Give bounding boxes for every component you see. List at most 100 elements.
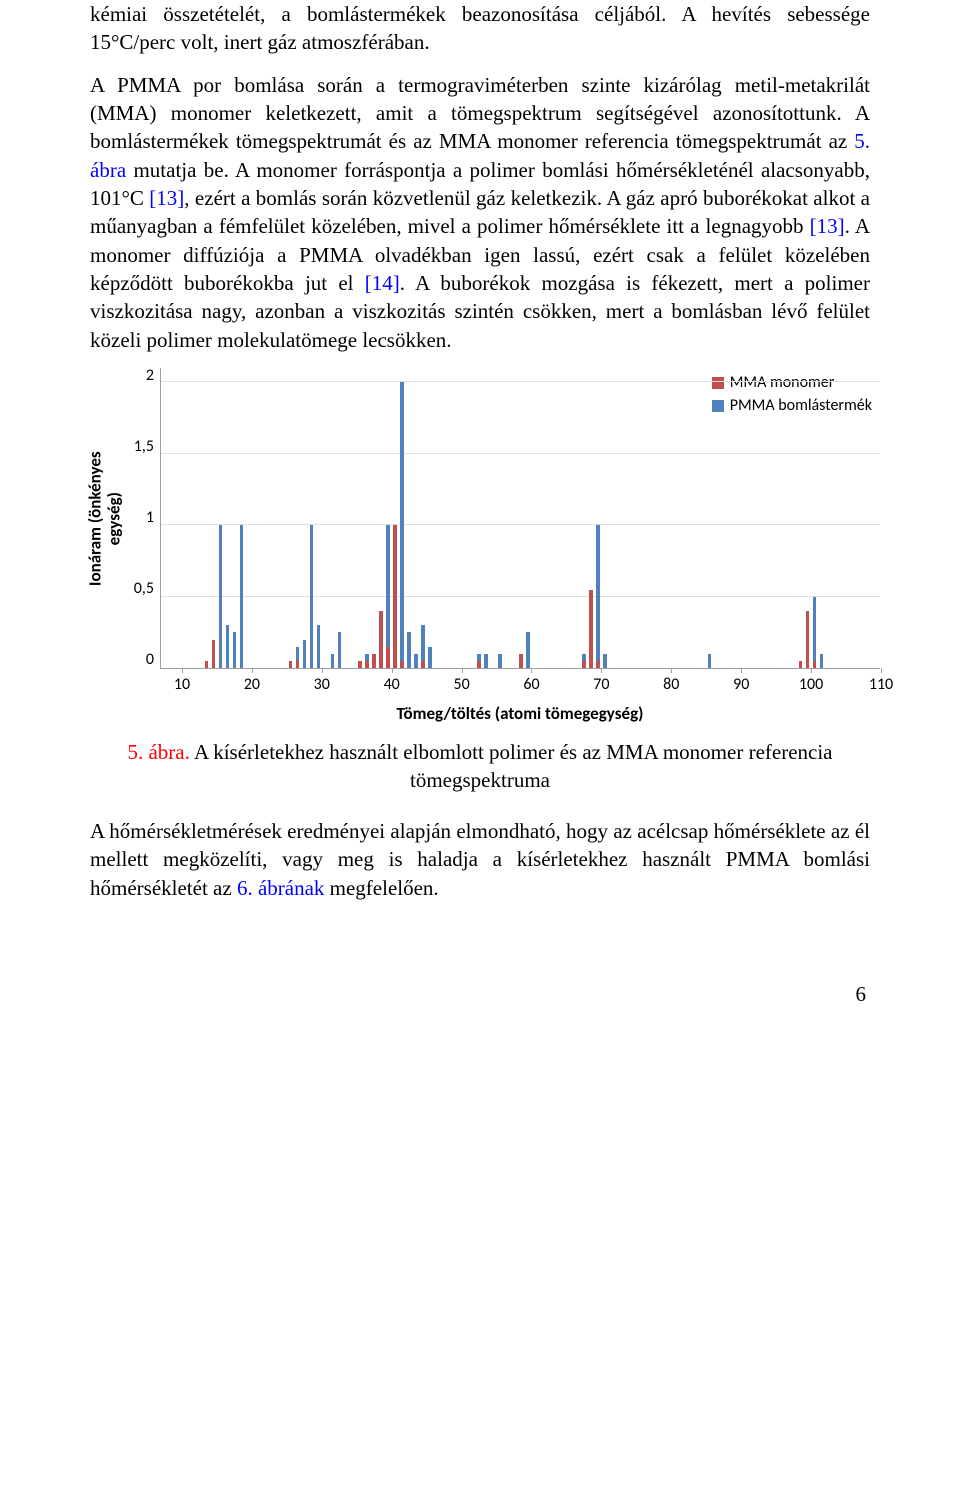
y-tick-labels: 2 1,5 1 0,5 0 — [120, 368, 160, 668]
legend-item: PMMA bomlástermék — [712, 395, 872, 417]
x-tick-label: 80 — [663, 675, 679, 694]
bar — [296, 661, 300, 668]
chart-body-row: Ionáram (önkényes egység) 2 1,5 1 0,5 0 MMA … — [90, 368, 880, 669]
bar — [421, 661, 425, 668]
bar — [219, 525, 223, 668]
figure-5-label: 5. ábra. — [127, 740, 189, 764]
bar — [289, 661, 293, 668]
figure-5-caption: 5. ábra. A kísérletekhez használt elboml… — [90, 738, 870, 795]
bar — [317, 625, 321, 668]
x-axis-label: Tömeg/töltés (atomi tömegegység) — [90, 703, 880, 724]
y-axis-label-line1: Ionáram (önkényes — [84, 451, 105, 586]
x-tick — [741, 668, 742, 673]
bar — [589, 590, 593, 669]
bar — [393, 525, 397, 668]
p3-part1: A hőmérsékletmérések eredményei alapján … — [90, 819, 870, 900]
legend: MMA monomerPMMA bomlástermék — [712, 372, 872, 417]
bar — [365, 661, 369, 668]
bar — [233, 632, 237, 668]
page-number: 6 — [90, 982, 870, 1007]
figure-5-caption-text: A kísérletekhez használt elbomlott polim… — [190, 740, 833, 792]
legend-swatch — [712, 377, 724, 389]
y-tick-label: 0,5 — [134, 581, 154, 597]
bar — [400, 661, 404, 668]
x-tick-label: 110 — [869, 675, 893, 694]
x-tick-label: 30 — [314, 675, 330, 694]
plot-area: MMA monomerPMMA bomlástermék 10203040506… — [160, 368, 880, 669]
x-tick — [811, 668, 812, 673]
p2-part1: A PMMA por bomlása során a termogravimét… — [90, 73, 870, 154]
citation-14: [14] — [365, 271, 400, 295]
bar — [596, 661, 600, 668]
bar — [799, 661, 803, 668]
bar — [519, 654, 523, 668]
p3-part2: megfelelően. — [324, 876, 438, 900]
y-tick-label: 1 — [146, 510, 154, 526]
x-tick — [671, 668, 672, 673]
x-tick-label: 40 — [384, 675, 400, 694]
gridline — [161, 381, 880, 382]
citation-13-b: [13] — [810, 214, 845, 238]
bar — [477, 661, 481, 668]
bar — [428, 647, 432, 668]
bar — [386, 647, 390, 668]
x-tick — [392, 668, 393, 673]
x-tick-label: 90 — [733, 675, 749, 694]
gridline — [161, 453, 880, 454]
x-tick — [881, 668, 882, 673]
x-tick — [601, 668, 602, 673]
bar — [484, 654, 488, 668]
x-tick — [322, 668, 323, 673]
x-tick-label: 70 — [593, 675, 609, 694]
bar — [498, 654, 502, 668]
x-tick-label: 100 — [799, 675, 823, 694]
bar — [205, 661, 209, 668]
bar — [414, 654, 418, 668]
bar — [338, 632, 342, 668]
bar — [526, 632, 530, 668]
bar — [603, 654, 607, 668]
bar — [407, 632, 411, 668]
gridline — [161, 596, 880, 597]
x-tick — [182, 668, 183, 673]
bar — [303, 640, 307, 669]
bar — [400, 382, 404, 668]
bar — [331, 654, 335, 668]
bar — [379, 611, 383, 668]
bar — [226, 625, 230, 668]
bar — [582, 661, 586, 668]
bar — [310, 525, 314, 668]
x-tick — [462, 668, 463, 673]
bar — [240, 525, 244, 668]
legend-item: MMA monomer — [712, 372, 872, 394]
bar — [708, 654, 712, 668]
y-tick-label: 2 — [146, 368, 154, 384]
bar — [372, 654, 376, 668]
legend-label: PMMA bomlástermék — [730, 395, 872, 417]
x-tick-label: 20 — [244, 675, 260, 694]
bar — [813, 661, 817, 668]
paragraph-3: A hőmérsékletmérések eredményei alapján … — [90, 817, 870, 902]
legend-label: MMA monomer — [730, 372, 835, 394]
paragraph-1-text: kémiai összetételét, a bomlástermékek be… — [90, 2, 870, 54]
bar — [596, 525, 600, 668]
bar — [806, 611, 810, 668]
gridline — [161, 524, 880, 525]
x-tick-label: 10 — [174, 675, 190, 694]
page: kémiai összetételét, a bomlástermékek be… — [0, 0, 960, 1047]
mass-spectrum-chart: Ionáram (önkényes egység) 2 1,5 1 0,5 0 MMA … — [90, 368, 880, 724]
x-tick-label: 50 — [453, 675, 469, 694]
bar — [212, 640, 216, 669]
x-tick-label: 60 — [523, 675, 539, 694]
bar — [358, 661, 362, 668]
x-tick — [252, 668, 253, 673]
y-axis-label: Ionáram (önkényes egység) — [86, 451, 123, 586]
bar — [820, 654, 824, 668]
x-tick — [531, 668, 532, 673]
p2-part3: , ezért a bomlás során közvetlenül gáz k… — [90, 186, 870, 238]
y-tick-label: 0 — [146, 652, 154, 668]
y-tick-label: 1,5 — [134, 439, 154, 455]
bar — [813, 597, 817, 668]
legend-swatch — [712, 400, 724, 412]
y-axis-label-container: Ionáram (önkényes egység) — [90, 368, 120, 669]
